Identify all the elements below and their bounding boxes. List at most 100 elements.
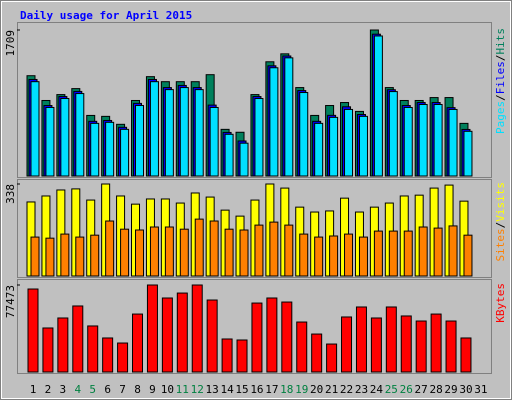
bar — [344, 233, 354, 277]
bar — [314, 122, 324, 177]
bar — [164, 226, 174, 277]
x-tick-label: 16 — [250, 383, 263, 396]
bar — [296, 321, 308, 373]
bar — [194, 89, 204, 177]
legend-separator: / — [494, 222, 507, 229]
bar — [385, 306, 397, 373]
bar — [299, 92, 309, 177]
bar — [329, 116, 339, 177]
bar — [299, 233, 309, 277]
bar — [146, 284, 158, 373]
bar — [314, 236, 324, 277]
bar — [329, 235, 339, 277]
legend-entry: Sites — [494, 228, 507, 261]
bar — [224, 228, 234, 277]
x-tick-label: 6 — [104, 383, 111, 396]
bar — [344, 108, 354, 177]
bar — [418, 226, 428, 277]
bar — [448, 108, 458, 177]
bar — [269, 221, 279, 277]
bar — [358, 236, 368, 277]
x-tick-label: 30 — [459, 383, 472, 396]
bar — [30, 236, 40, 277]
legend: Pages/Files/Hits — [494, 28, 507, 134]
bar — [45, 237, 55, 277]
x-tick-label: 2 — [45, 383, 52, 396]
x-tick-label: 1 — [30, 383, 37, 396]
bar — [403, 230, 413, 277]
x-tick-label: 12 — [191, 383, 204, 396]
bar — [403, 106, 413, 177]
bar — [355, 306, 367, 373]
bar — [433, 227, 443, 277]
x-tick-label: 25 — [385, 383, 398, 396]
x-tick-label: 24 — [370, 383, 384, 396]
bar — [120, 128, 130, 177]
x-tick-label: 11 — [176, 383, 189, 396]
chart-title: Daily usage for April 2015 — [20, 9, 192, 22]
bar — [117, 342, 129, 373]
bar — [311, 333, 323, 373]
bar — [75, 236, 85, 277]
bar — [463, 130, 473, 177]
bar — [460, 337, 472, 373]
bar — [176, 292, 188, 373]
bar — [60, 233, 70, 277]
bar — [373, 230, 383, 277]
bar — [27, 288, 39, 373]
bar — [370, 317, 382, 373]
bar — [284, 57, 294, 177]
legend-entry: Visits — [494, 182, 507, 222]
bar — [179, 87, 189, 177]
x-tick-label: 28 — [429, 383, 442, 396]
bar — [161, 297, 173, 373]
bar — [206, 299, 218, 373]
x-tick-label: 14 — [220, 383, 234, 396]
legend: KBytes — [494, 283, 507, 323]
bar — [179, 228, 189, 277]
bar — [90, 234, 100, 277]
bar — [105, 121, 115, 177]
bar — [463, 234, 473, 277]
legend-entry: Files — [494, 61, 507, 94]
bar — [251, 302, 263, 373]
bar — [341, 316, 353, 373]
y-tick-label: 338 — [4, 184, 17, 204]
bar — [433, 103, 443, 177]
bar — [448, 225, 458, 277]
bar — [90, 122, 100, 177]
bar — [358, 115, 368, 177]
x-tick-label: 8 — [134, 383, 141, 396]
bar — [326, 343, 338, 373]
bar — [105, 220, 115, 277]
bar — [445, 320, 457, 373]
bar — [239, 142, 249, 177]
y-tick-label: 77473 — [4, 285, 17, 318]
bar — [373, 35, 383, 177]
bar — [209, 106, 219, 177]
bar — [254, 98, 264, 177]
bar — [194, 218, 204, 277]
x-tick-label: 20 — [310, 383, 323, 396]
x-tick-label: 26 — [400, 383, 413, 396]
bar — [266, 297, 278, 373]
legend-entry: Pages — [494, 101, 507, 134]
bar — [284, 224, 294, 277]
bar — [102, 337, 114, 373]
bar — [42, 327, 54, 373]
y-tick-label: 1709 — [4, 30, 17, 57]
bar — [415, 320, 427, 373]
x-tick-label: 15 — [235, 383, 248, 396]
x-tick-label: 17 — [265, 383, 278, 396]
bar — [149, 226, 159, 277]
bar — [45, 106, 55, 177]
bar — [209, 220, 219, 277]
x-tick-label: 7 — [119, 383, 126, 396]
x-tick-label: 29 — [444, 383, 457, 396]
bar — [75, 93, 85, 177]
x-tick-label: 3 — [60, 383, 67, 396]
bar — [400, 315, 412, 373]
x-tick-label: 31 — [474, 383, 487, 396]
x-tick-label: 22 — [340, 383, 353, 396]
